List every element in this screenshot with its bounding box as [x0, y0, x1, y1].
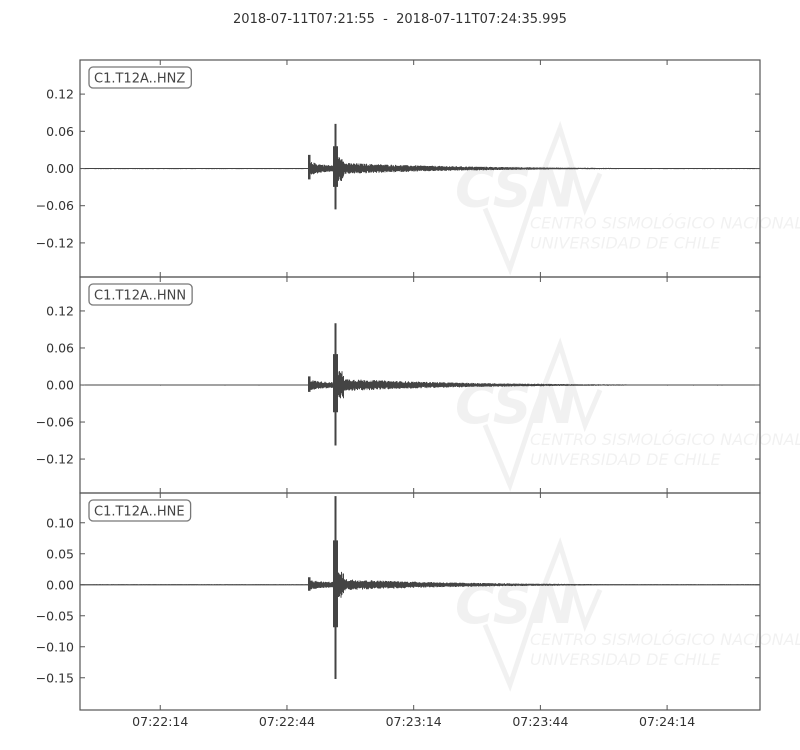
- trace-label: C1.T12A..HNN: [88, 283, 193, 306]
- y-tick-label: −0.05: [36, 608, 74, 623]
- y-tick-label: −0.12: [36, 452, 74, 467]
- waveform-trace: [79, 323, 760, 446]
- svg-text:CSN: CSN: [455, 157, 577, 220]
- svg-text:CSN: CSN: [455, 373, 577, 436]
- svg-text:C1.T12A..HNE: C1.T12A..HNE: [94, 505, 185, 520]
- y-tick-label: 0.06: [46, 340, 74, 355]
- y-tick-label: −0.12: [36, 235, 74, 250]
- svg-text:UNIVERSIDAD DE CHILE: UNIVERSIDAD DE CHILE: [530, 450, 721, 469]
- x-tick-label: 07:24:14: [639, 714, 695, 729]
- x-tick-label: 07:22:14: [132, 714, 188, 729]
- axes-frame: [79, 492, 761, 711]
- x-tick-label: 07:23:14: [386, 714, 442, 729]
- trace-label: C1.T12A..HNE: [88, 499, 192, 522]
- y-tick-label: −0.15: [36, 670, 74, 685]
- x-tick-label: 07:23:44: [512, 714, 568, 729]
- waveform-trace: [79, 123, 760, 210]
- y-tick-label: 0.12: [46, 303, 74, 318]
- y-tick-label: 0.06: [46, 124, 74, 139]
- svg-text:UNIVERSIDAD DE CHILE: UNIVERSIDAD DE CHILE: [530, 234, 721, 253]
- svg-text:CENTRO SISMOLÓGICO NACIONAL: CENTRO SISMOLÓGICO NACIONAL: [530, 630, 800, 649]
- svg-text:CSN: CSN: [455, 573, 577, 636]
- y-tick-label: 0.12: [46, 87, 74, 102]
- y-tick-label: 0.00: [46, 577, 74, 592]
- y-tick-label: 0.05: [46, 546, 74, 561]
- svg-text:CENTRO SISMOLÓGICO NACIONAL: CENTRO SISMOLÓGICO NACIONAL: [530, 430, 800, 449]
- y-tick-label: 0.00: [46, 161, 74, 176]
- y-tick-label: −0.10: [36, 639, 74, 654]
- x-tick-label: 07:22:44: [259, 714, 315, 729]
- trace-label: C1.T12A..HNZ: [88, 66, 192, 89]
- svg-text:CENTRO SISMOLÓGICO NACIONAL: CENTRO SISMOLÓGICO NACIONAL: [530, 214, 800, 233]
- svg-text:C1.T12A..HNZ: C1.T12A..HNZ: [94, 72, 185, 87]
- y-tick-label: −0.06: [36, 198, 74, 213]
- y-tick-label: 0.10: [46, 515, 74, 530]
- y-tick-label: 0.00: [46, 378, 74, 393]
- svg-text:C1.T12A..HNN: C1.T12A..HNN: [94, 289, 186, 304]
- svg-text:UNIVERSIDAD DE CHILE: UNIVERSIDAD DE CHILE: [530, 650, 721, 669]
- y-tick-label: −0.06: [36, 415, 74, 430]
- chart-title: 2018-07-11T07:21:55 - 2018-07-11T07:24:3…: [233, 12, 567, 27]
